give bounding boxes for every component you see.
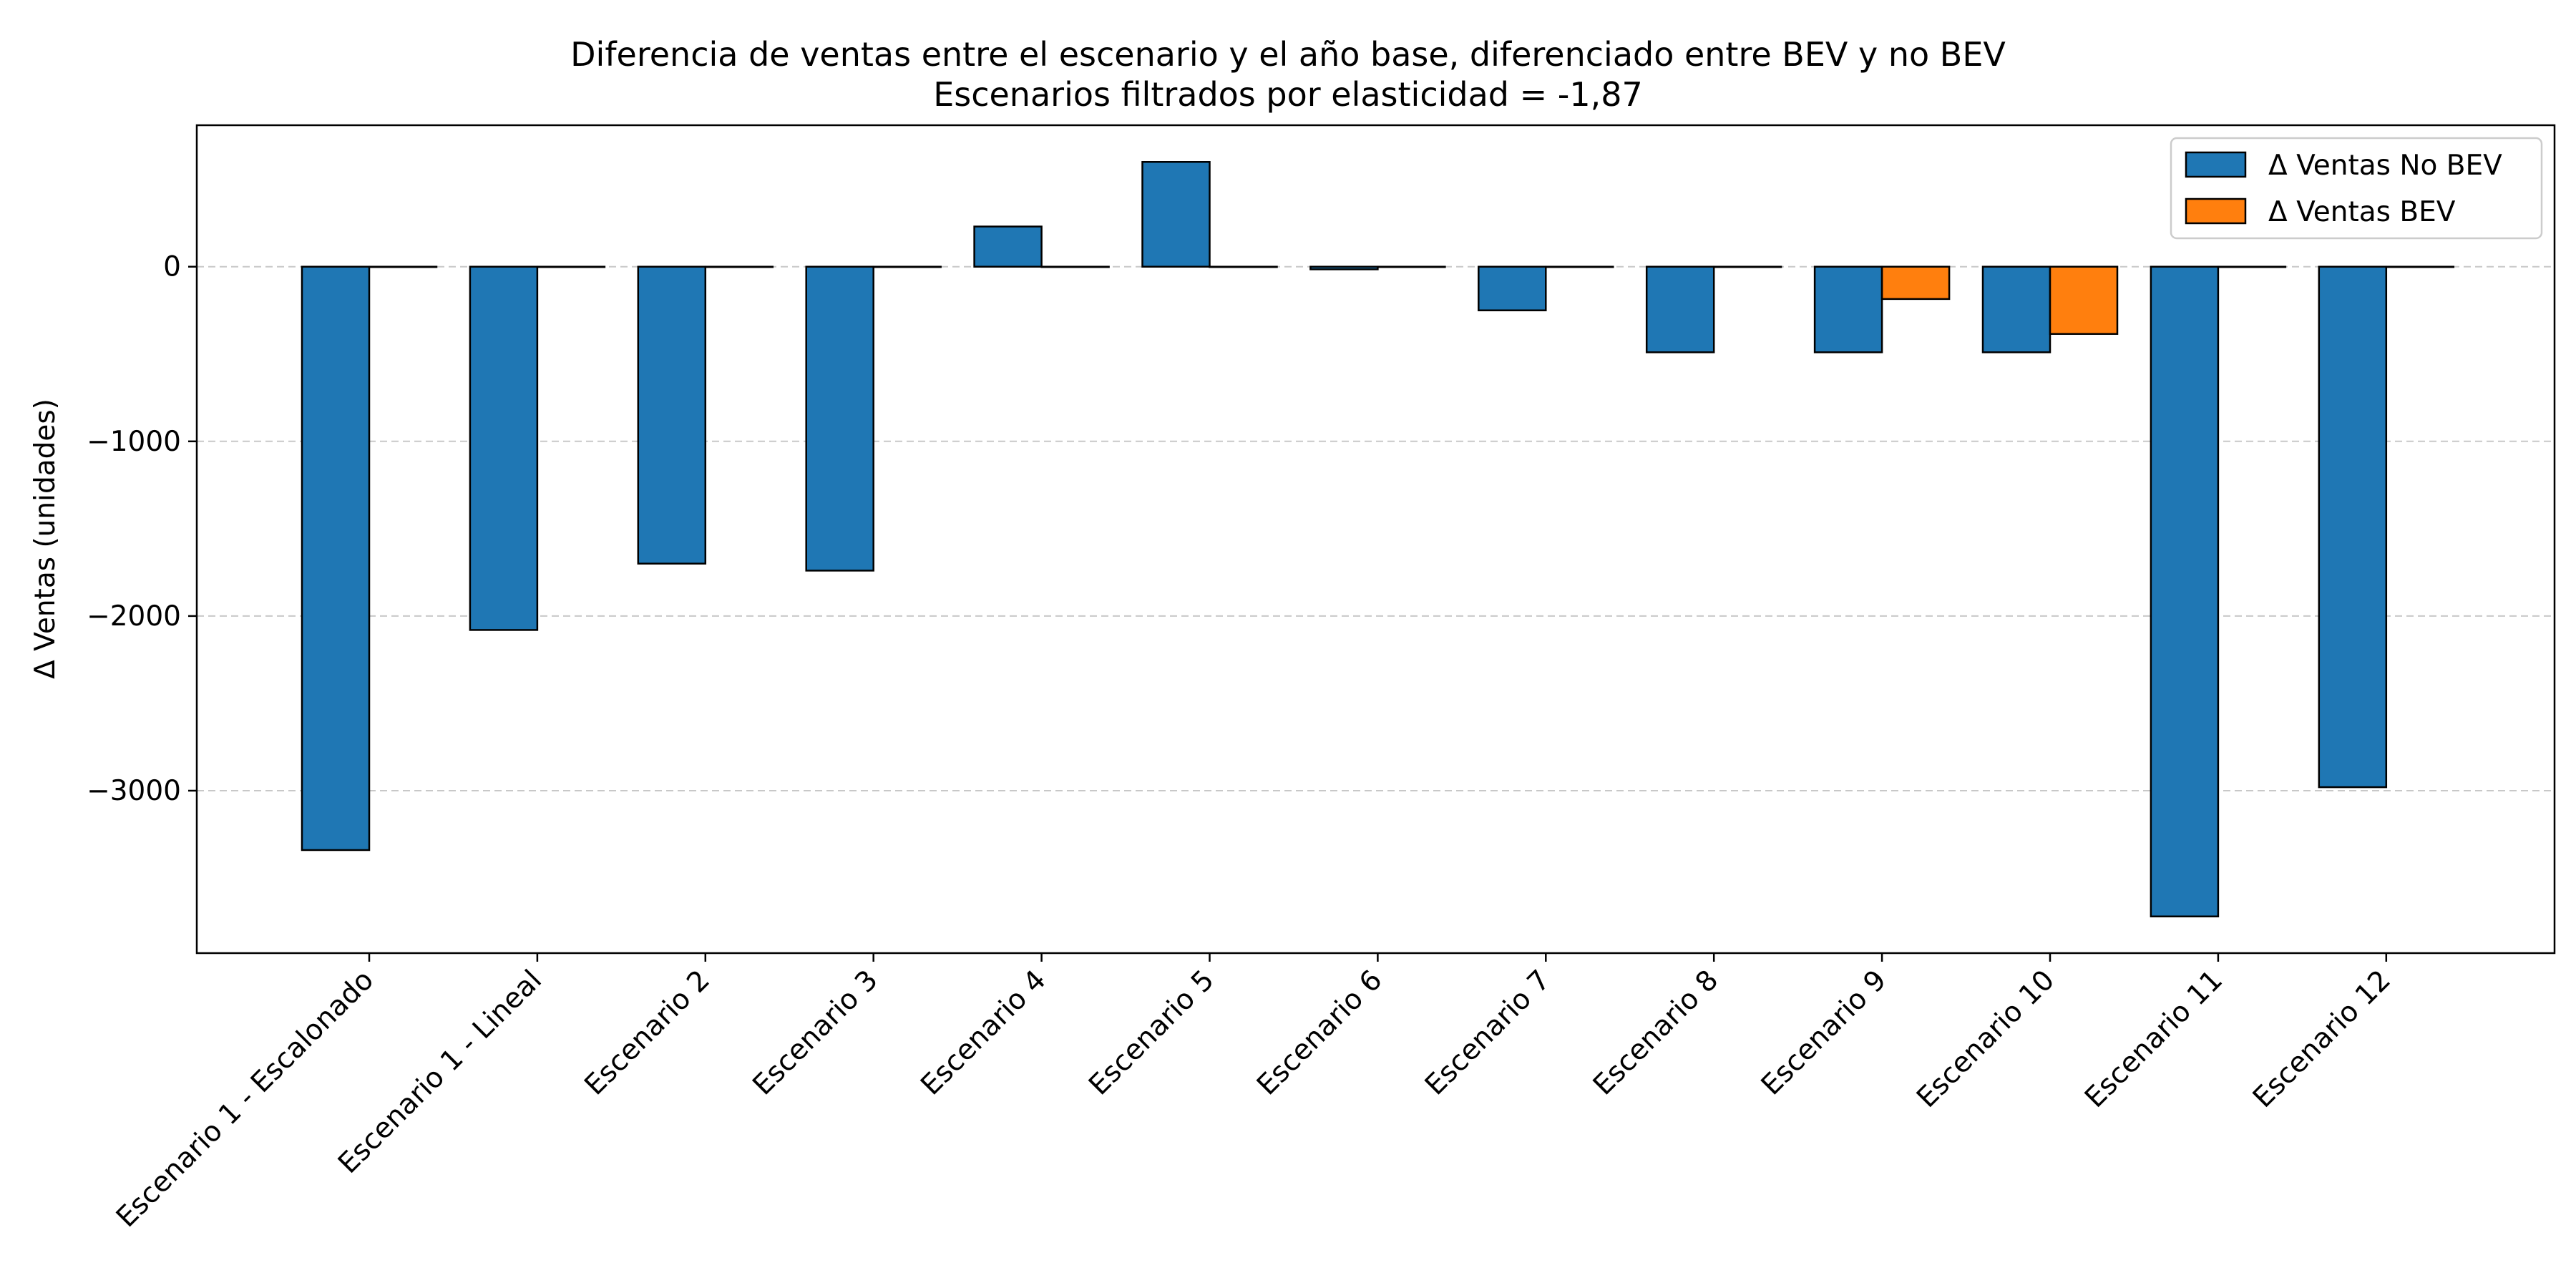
y-tick-label: 0: [163, 251, 181, 283]
bar-bev-8: [1545, 265, 1614, 268]
x-tick-label: Escenario 7: [1419, 964, 1556, 1101]
bar-no-bev-7: [1309, 265, 1379, 270]
x-tick-label: Escenario 4: [914, 964, 1052, 1101]
bar-bev-4: [872, 265, 942, 268]
bars: [301, 161, 2455, 917]
y-axis-ticks: 0 −1000 −2000 −3000: [87, 251, 197, 807]
x-tick-label: Escenario 10: [1911, 964, 2061, 1114]
bar-no-bev-2: [469, 265, 539, 631]
bar-bev-13: [2385, 265, 2455, 268]
bar-bev-5: [1040, 265, 1110, 268]
bar-no-bev-12: [2150, 265, 2220, 917]
y-tick-label: −1000: [87, 426, 181, 458]
legend: Δ Ventas No BEV Δ Ventas BEV: [2170, 137, 2543, 240]
x-tick-label: Escenario 6: [1251, 964, 1388, 1101]
x-tick-label: Escenario 9: [1755, 964, 1893, 1101]
bar-bev-12: [2217, 265, 2287, 268]
bar-no-bev-3: [637, 265, 707, 565]
bar-no-bev-13: [2318, 265, 2388, 789]
bar-no-bev-6: [1141, 161, 1211, 268]
y-axis-label: Δ Ventas (unidades): [29, 399, 62, 679]
legend-label-no-bev: Δ Ventas No BEV: [2268, 150, 2502, 182]
bar-no-bev-5: [973, 225, 1043, 268]
x-tick-label: Escenario 12: [2247, 964, 2397, 1114]
x-tick-label: Escenario 2: [579, 964, 716, 1101]
x-tick-label: Escenario 8: [1587, 964, 1724, 1101]
plot-frame: [195, 124, 2556, 955]
legend-label-bev: Δ Ventas BEV: [2268, 196, 2456, 228]
chart-subtitle: Escenarios filtrados por elasticidad = -…: [933, 75, 1643, 114]
bar-bev-6: [1209, 265, 1278, 268]
legend-swatch-no-bev: [2185, 151, 2247, 178]
y-tick-label: −2000: [87, 600, 181, 633]
bar-bev-9: [1712, 265, 1782, 268]
chart-title: Diferencia de ventas entre el escenario …: [570, 35, 2006, 74]
x-tick-label: Escenario 11: [2079, 964, 2229, 1114]
bar-bev-10: [1880, 265, 1951, 301]
bar-bev-2: [536, 265, 606, 268]
bar-bev-1: [368, 265, 438, 268]
y-tick-label: −3000: [87, 775, 181, 807]
bar-no-bev-1: [301, 265, 371, 852]
x-tick-label: Escenario 1 - Escalonado: [110, 964, 380, 1234]
bar-no-bev-8: [1478, 265, 1547, 311]
bar-bev-3: [704, 265, 774, 268]
bar-no-bev-10: [1813, 265, 1883, 353]
bar-no-bev-9: [1645, 265, 1715, 353]
bar-no-bev-4: [805, 265, 874, 572]
legend-box: [2170, 137, 2543, 240]
bar-bev-11: [2049, 265, 2119, 335]
bar-no-bev-11: [1981, 265, 2051, 353]
bar-bev-7: [1377, 265, 1446, 268]
legend-swatch-bev: [2185, 197, 2247, 225]
x-tick-label: Escenario 3: [746, 964, 884, 1101]
x-tick-label: Escenario 5: [1083, 964, 1220, 1101]
